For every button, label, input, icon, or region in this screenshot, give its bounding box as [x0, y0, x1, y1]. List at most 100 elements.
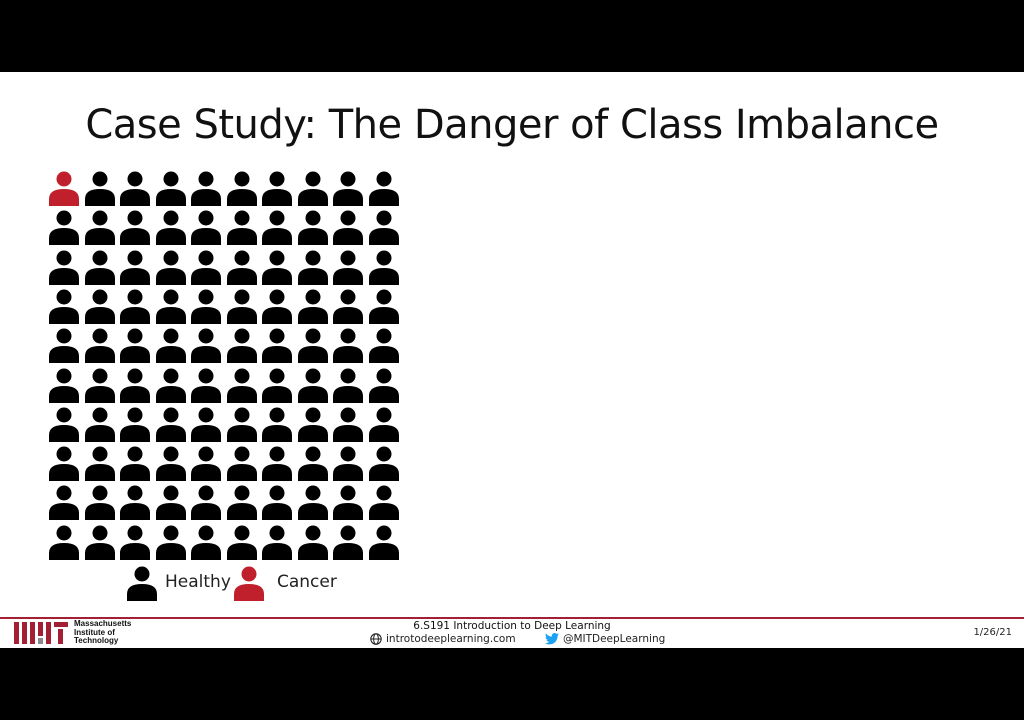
- healthy-person-icon: [297, 524, 329, 560]
- healthy-person-icon: [332, 445, 364, 482]
- healthy-person-icon: [297, 288, 329, 324]
- healthy-person-icon: [332, 170, 364, 206]
- twitter-link[interactable]: @MITDeepLearning: [544, 633, 665, 645]
- healthy-person-icon: [190, 524, 222, 560]
- slide-title: Case Study: The Danger of Class Imbalanc…: [85, 102, 939, 148]
- healthy-person-icon: [48, 367, 80, 403]
- person-icon-grid: [48, 170, 400, 562]
- institution-line-1: Massachusetts: [74, 619, 132, 628]
- healthy-person-icon: [48, 524, 80, 560]
- healthy-person-icon: [261, 367, 293, 403]
- institution-line-3: Technology: [74, 636, 119, 645]
- healthy-person-icon: [368, 170, 400, 206]
- healthy-person-icon: [261, 249, 293, 285]
- healthy-person-icon: [84, 170, 116, 206]
- healthy-person-icon: [368, 524, 400, 560]
- healthy-person-icon: [190, 209, 222, 246]
- globe-icon: [370, 633, 382, 645]
- healthy-person-icon: [119, 445, 151, 482]
- healthy-person-icon: [48, 406, 80, 442]
- healthy-person-icon: [261, 484, 293, 521]
- healthy-person-icon: [261, 406, 293, 442]
- healthy-person-icon: [190, 484, 222, 521]
- legend-label-healthy: Healthy: [165, 572, 231, 592]
- healthy-person-icon: [297, 406, 329, 442]
- healthy-person-icon: [297, 367, 329, 403]
- healthy-person-icon: [261, 327, 293, 364]
- healthy-person-icon: [84, 445, 116, 482]
- healthy-person-icon: [261, 524, 293, 560]
- healthy-person-icon: [190, 249, 222, 285]
- healthy-person-icon: [155, 445, 187, 482]
- mit-logo-icon: [14, 622, 68, 644]
- healthy-person-icon: [332, 524, 364, 560]
- cancer-person-icon: [48, 170, 80, 206]
- healthy-person-icon: [119, 367, 151, 403]
- website-link[interactable]: introtodeeplearning.com: [370, 633, 516, 645]
- healthy-person-icon: [84, 209, 116, 246]
- website-text: introtodeeplearning.com: [386, 633, 516, 645]
- healthy-person-icon: [119, 524, 151, 560]
- healthy-person-icon: [155, 367, 187, 403]
- healthy-person-icon: [368, 445, 400, 482]
- healthy-person-icon: [48, 288, 80, 324]
- legend-label-cancer: Cancer: [277, 572, 337, 592]
- healthy-person-icon: [368, 327, 400, 364]
- healthy-person-icon: [155, 288, 187, 324]
- healthy-person-icon: [332, 209, 364, 246]
- healthy-person-icon: [368, 406, 400, 442]
- healthy-person-icon: [226, 484, 258, 521]
- healthy-person-icon: [368, 249, 400, 285]
- healthy-person-icon: [48, 484, 80, 521]
- healthy-person-icon: [226, 524, 258, 560]
- healthy-person-icon: [155, 484, 187, 521]
- healthy-person-icon: [297, 209, 329, 246]
- footer-divider: [0, 617, 1024, 619]
- healthy-person-icon: [297, 249, 329, 285]
- healthy-person-icon: [261, 170, 293, 206]
- healthy-person-icon: [332, 288, 364, 324]
- healthy-person-icon: [48, 327, 80, 364]
- healthy-person-icon: [190, 327, 222, 364]
- healthy-person-icon: [84, 327, 116, 364]
- healthy-person-icon: [84, 249, 116, 285]
- healthy-person-icon: [226, 209, 258, 246]
- legend: Healthy Cancer: [126, 565, 426, 601]
- institution-line-2: Institute of: [74, 627, 115, 637]
- healthy-person-icon: [155, 406, 187, 442]
- healthy-person-icon: [155, 327, 187, 364]
- healthy-person-icon: [119, 288, 151, 324]
- healthy-person-icon: [126, 565, 158, 601]
- healthy-person-icon: [155, 524, 187, 560]
- healthy-person-icon: [297, 170, 329, 206]
- healthy-person-icon: [297, 445, 329, 482]
- healthy-person-icon: [190, 445, 222, 482]
- healthy-person-icon: [155, 249, 187, 285]
- healthy-person-icon: [190, 367, 222, 403]
- healthy-person-icon: [332, 484, 364, 521]
- healthy-person-icon: [261, 209, 293, 246]
- healthy-person-icon: [84, 484, 116, 521]
- healthy-person-icon: [119, 327, 151, 364]
- institution-name: Massachusetts Institute of Technology: [74, 619, 132, 646]
- healthy-person-icon: [84, 288, 116, 324]
- healthy-person-icon: [226, 170, 258, 206]
- healthy-person-icon: [119, 406, 151, 442]
- healthy-person-icon: [226, 249, 258, 285]
- healthy-person-icon: [84, 524, 116, 560]
- slide-date: 1/26/21: [973, 627, 1012, 638]
- healthy-person-icon: [226, 288, 258, 324]
- healthy-person-icon: [368, 288, 400, 324]
- healthy-person-icon: [297, 327, 329, 364]
- healthy-person-icon: [368, 209, 400, 246]
- healthy-person-icon: [155, 209, 187, 246]
- healthy-person-icon: [297, 484, 329, 521]
- healthy-person-icon: [48, 445, 80, 482]
- healthy-person-icon: [332, 327, 364, 364]
- healthy-person-icon: [332, 249, 364, 285]
- healthy-person-icon: [190, 170, 222, 206]
- healthy-person-icon: [261, 288, 293, 324]
- healthy-person-icon: [226, 327, 258, 364]
- healthy-person-icon: [119, 249, 151, 285]
- healthy-person-icon: [368, 484, 400, 521]
